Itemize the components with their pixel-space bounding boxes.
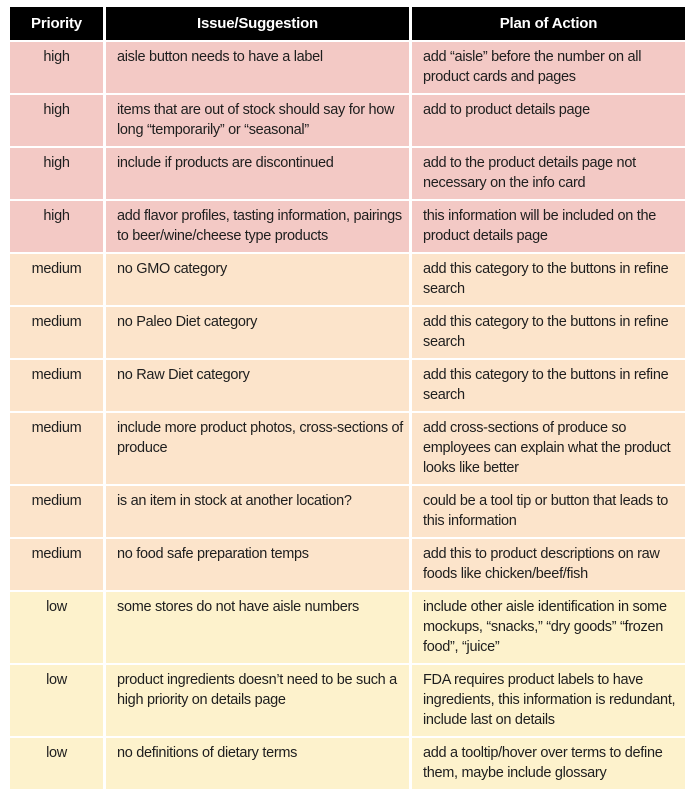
priority-cell: low (10, 665, 103, 736)
table-row: high items that are out of stock should … (10, 95, 685, 146)
action-cell: this information will be included on the… (412, 201, 685, 252)
issue-cell: add flavor profiles, tasting information… (106, 201, 409, 252)
action-cell: add this category to the buttons in refi… (412, 360, 685, 411)
issue-cell: no definitions of dietary terms (106, 738, 409, 789)
issue-cell: include if products are discontinued (106, 148, 409, 199)
table-row: high aisle button needs to have a label … (10, 42, 685, 93)
table-row: high include if products are discontinue… (10, 148, 685, 199)
header-priority: Priority (10, 7, 103, 40)
table-row: high add flavor profiles, tasting inform… (10, 201, 685, 252)
issue-cell: items that are out of stock should say f… (106, 95, 409, 146)
issue-cell: is an item in stock at another location? (106, 486, 409, 537)
page: Priority Issue/Suggestion Plan of Action… (10, 7, 685, 789)
table-header: Priority Issue/Suggestion Plan of Action (10, 7, 685, 40)
priority-table: Priority Issue/Suggestion Plan of Action… (7, 5, 688, 791)
issue-cell: no food safe preparation temps (106, 539, 409, 590)
priority-cell: low (10, 592, 103, 663)
priority-cell: medium (10, 360, 103, 411)
table-row: medium no Raw Diet category add this cat… (10, 360, 685, 411)
priority-cell: high (10, 201, 103, 252)
priority-cell: high (10, 95, 103, 146)
table-body: high aisle button needs to have a label … (10, 42, 685, 789)
priority-cell: medium (10, 254, 103, 305)
action-cell: add this to product descriptions on raw … (412, 539, 685, 590)
action-cell: add cross-sections of produce so employe… (412, 413, 685, 484)
table-row: medium no Paleo Diet category add this c… (10, 307, 685, 358)
priority-cell: medium (10, 539, 103, 590)
issue-cell: aisle button needs to have a label (106, 42, 409, 93)
header-issue-suggestion: Issue/Suggestion (106, 7, 409, 40)
table-row: low no definitions of dietary terms add … (10, 738, 685, 789)
priority-cell: low (10, 738, 103, 789)
action-cell: add this category to the buttons in refi… (412, 307, 685, 358)
table-row: medium include more product photos, cros… (10, 413, 685, 484)
action-cell: add to product details page (412, 95, 685, 146)
action-cell: could be a tool tip or button that leads… (412, 486, 685, 537)
issue-cell: no GMO category (106, 254, 409, 305)
action-cell: FDA requires product labels to have ingr… (412, 665, 685, 736)
issue-cell: no Paleo Diet category (106, 307, 409, 358)
priority-cell: medium (10, 307, 103, 358)
priority-cell: medium (10, 413, 103, 484)
table-row: medium no GMO category add this category… (10, 254, 685, 305)
table-row: low some stores do not have aisle number… (10, 592, 685, 663)
action-cell: include other aisle identification in so… (412, 592, 685, 663)
issue-cell: product ingredients doesn’t need to be s… (106, 665, 409, 736)
issue-cell: no Raw Diet category (106, 360, 409, 411)
header-plan-of-action: Plan of Action (412, 7, 685, 40)
header-row: Priority Issue/Suggestion Plan of Action (10, 7, 685, 40)
action-cell: add this category to the buttons in refi… (412, 254, 685, 305)
issue-cell: include more product photos, cross-secti… (106, 413, 409, 484)
priority-cell: high (10, 148, 103, 199)
action-cell: add “aisle” before the number on all pro… (412, 42, 685, 93)
priority-cell: medium (10, 486, 103, 537)
table-row: low product ingredients doesn’t need to … (10, 665, 685, 736)
table-row: medium no food safe preparation temps ad… (10, 539, 685, 590)
action-cell: add to the product details page not nece… (412, 148, 685, 199)
action-cell: add a tooltip/hover over terms to define… (412, 738, 685, 789)
table-row: medium is an item in stock at another lo… (10, 486, 685, 537)
issue-cell: some stores do not have aisle numbers (106, 592, 409, 663)
priority-cell: high (10, 42, 103, 93)
